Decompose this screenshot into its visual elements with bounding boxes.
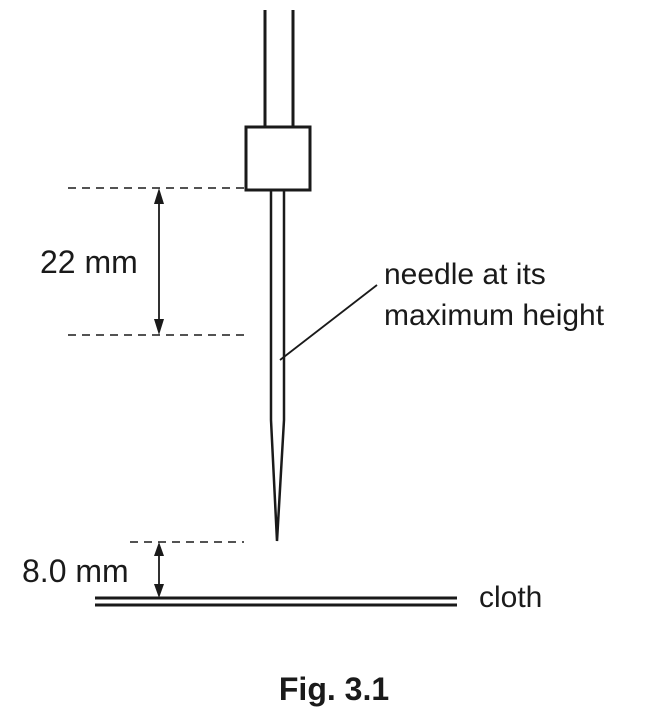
- lower-dimension-arrow: [154, 542, 164, 598]
- needle: [269, 190, 286, 542]
- upper-dimension-arrow: [154, 188, 164, 335]
- cloth: [95, 596, 457, 607]
- needle-label-line1: needle at its: [384, 258, 546, 291]
- needle-callout-leader: [279, 284, 378, 361]
- figure-caption: Fig. 3.1: [279, 671, 389, 707]
- needle-clamp: [244, 125, 312, 192]
- needle-label-line2: maximum height: [384, 299, 605, 332]
- needle-holder-rod: [263, 10, 295, 127]
- reference-lines: [68, 187, 245, 543]
- cloth-label: cloth: [479, 581, 542, 614]
- lower-distance-label: 8.0 mm: [22, 553, 129, 589]
- upper-distance-label: 22 mm: [40, 244, 138, 280]
